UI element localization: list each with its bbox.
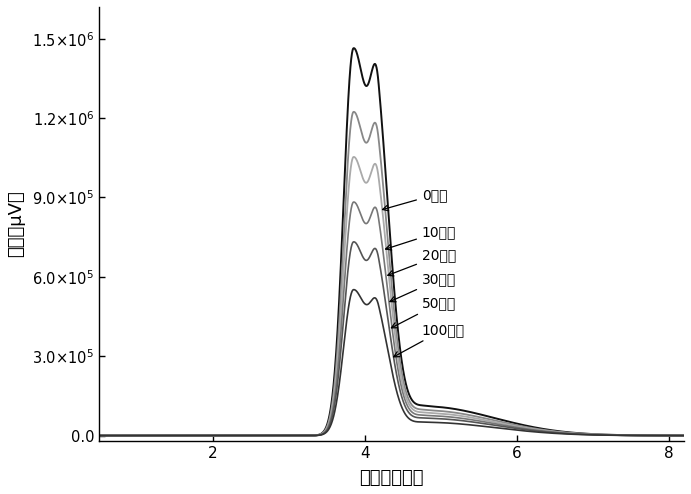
- Text: 100毫克: 100毫克: [394, 323, 465, 357]
- Text: 20毫克: 20毫克: [388, 248, 456, 276]
- Y-axis label: 强度（μV）: 强度（μV）: [7, 191, 25, 257]
- Text: 0毫克: 0毫克: [383, 188, 447, 211]
- Text: 30毫克: 30毫克: [390, 273, 456, 302]
- X-axis label: 时间（分钟）: 时间（分钟）: [359, 469, 424, 487]
- Text: 50毫克: 50毫克: [391, 296, 456, 328]
- Text: 10毫克: 10毫克: [386, 225, 456, 250]
